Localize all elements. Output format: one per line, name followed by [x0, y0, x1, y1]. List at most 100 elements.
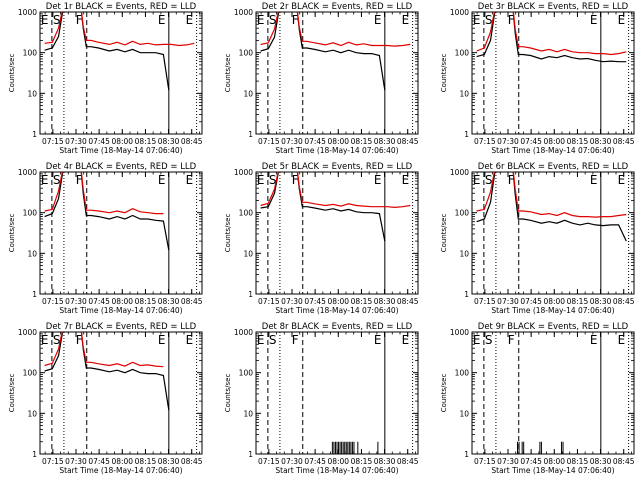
event-marker-label-e: E	[257, 13, 265, 27]
y-tick-label: 1000	[450, 168, 469, 177]
x-tick-label: 07:30	[281, 137, 303, 146]
y-tick-label: 1000	[18, 328, 37, 337]
panel-det-6r: Det 6r BLACK = Events, RED = LLD 1 10 100 10…	[440, 162, 635, 315]
panel-title: Det 7r BLACK = Events, RED = LLD	[46, 322, 197, 332]
x-tick-label: 07:30	[65, 137, 87, 146]
events-rate-line	[260, 12, 386, 91]
x-tick-label: 08:00	[543, 457, 565, 466]
event-marker-label-e: E	[374, 13, 382, 27]
x-tick-label: 08:15	[135, 457, 157, 466]
event-marker-label-f: F	[76, 333, 83, 347]
events-rate-line	[44, 172, 170, 251]
y-axis-label: Counts/sec	[224, 54, 232, 93]
event-marker-label-e: E	[473, 173, 481, 187]
x-tick-label: 08:30	[374, 137, 396, 146]
y-tick-label: 1	[464, 290, 469, 299]
x-tick-label: 08:15	[351, 297, 373, 306]
event-marker-label-s: S	[269, 333, 277, 347]
plot-frame	[39, 11, 203, 135]
event-marker-label-s: S	[269, 173, 277, 187]
lld-rate-line	[260, 12, 411, 47]
x-tick-label: 08:45	[397, 457, 419, 466]
y-tick-label: 1000	[450, 328, 469, 337]
event-marker-label-f: F	[76, 13, 83, 27]
plot-area	[476, 12, 627, 63]
event-marker-label-s: S	[53, 13, 61, 27]
event-marker-label-e: E	[186, 13, 194, 27]
event-marker-label-e: E	[402, 13, 410, 27]
x-tick-label: 07:15	[258, 457, 280, 466]
plot-frame	[39, 171, 203, 295]
event-marker-label-e: E	[186, 173, 194, 187]
x-axis-label: Start Time (18-May-14 07:06:40)	[59, 146, 182, 155]
y-axis-label: Counts/sec	[224, 214, 232, 253]
y-tick-label: 1000	[234, 328, 253, 337]
plot-area	[44, 332, 170, 411]
event-marker-label-f: F	[292, 333, 299, 347]
y-tick-label: 100	[455, 49, 470, 58]
x-tick-label: 07:15	[258, 297, 280, 306]
x-tick-label: 07:15	[474, 297, 496, 306]
x-axis-label: Start Time (18-May-14 07:06:40)	[59, 466, 182, 475]
y-tick-label: 10	[459, 249, 469, 258]
event-marker-label-s: S	[53, 333, 61, 347]
event-marker-label-e: E	[257, 333, 265, 347]
events-rate-line	[476, 172, 627, 242]
event-marker-label-f: F	[292, 13, 299, 27]
lld-rate-line	[476, 172, 627, 218]
x-tick-label: 08:45	[181, 297, 203, 306]
event-marker-label-s: S	[269, 13, 277, 27]
event-marker-label-e: E	[158, 13, 166, 27]
x-tick-label: 07:15	[42, 457, 64, 466]
event-marker-label-s: S	[485, 13, 493, 27]
y-tick-label: 100	[455, 209, 470, 218]
y-tick-label: 10	[27, 409, 37, 418]
plot-area	[517, 441, 564, 454]
y-tick-label: 1	[464, 450, 469, 459]
x-tick-label: 07:45	[304, 457, 326, 466]
panel-title: Det 1r BLACK = Events, RED = LLD	[46, 2, 197, 12]
panel-det-1r: Det 1r BLACK = Events, RED = LLD 1 10 100 10…	[8, 2, 203, 155]
panel-det-3r: Det 3r BLACK = Events, RED = LLD 1 10 100 10…	[440, 2, 635, 155]
x-tick-label: 08:30	[590, 457, 612, 466]
event-marker-label-s: S	[485, 333, 493, 347]
y-axis-label: Counts/sec	[8, 214, 16, 253]
event-marker-label-e: E	[186, 333, 194, 347]
x-tick-label: 08:30	[374, 457, 396, 466]
plot-area	[260, 172, 411, 242]
panel-det-2r: Det 2r BLACK = Events, RED = LLD 1 10 100 10…	[224, 2, 419, 155]
event-marker-label-e: E	[618, 173, 626, 187]
y-tick-label: 1000	[450, 8, 469, 17]
plot-frame	[471, 11, 635, 135]
y-tick-label: 100	[23, 209, 38, 218]
x-tick-label: 08:00	[543, 297, 565, 306]
event-marker-label-e: E	[158, 173, 166, 187]
x-tick-label: 08:15	[567, 137, 589, 146]
y-tick-label: 1	[32, 130, 37, 139]
x-tick-label: 07:30	[497, 297, 519, 306]
x-tick-label: 08:00	[327, 137, 349, 146]
event-marker-label-e: E	[590, 173, 598, 187]
y-axis-label: Counts/sec	[8, 54, 16, 93]
panel-title: Det 3r BLACK = Events, RED = LLD	[478, 2, 629, 12]
plot-area	[260, 12, 411, 91]
panel-det-4r: Det 4r BLACK = Events, RED = LLD 1 10 100 10…	[8, 162, 203, 315]
x-tick-label: 08:45	[613, 297, 635, 306]
event-marker-label-f: F	[292, 173, 299, 187]
x-tick-label: 07:30	[281, 457, 303, 466]
y-tick-label: 10	[243, 409, 253, 418]
x-tick-label: 07:45	[88, 137, 110, 146]
y-tick-label: 1	[248, 130, 253, 139]
y-tick-label: 1	[248, 290, 253, 299]
x-tick-label: 08:15	[135, 137, 157, 146]
x-axis-label: Start Time (18-May-14 07:06:40)	[275, 466, 398, 475]
event-marker-label-e: E	[41, 13, 49, 27]
y-tick-label: 10	[243, 249, 253, 258]
y-tick-label: 1	[464, 130, 469, 139]
x-tick-label: 07:45	[520, 297, 542, 306]
event-marker-label-f: F	[508, 173, 515, 187]
y-tick-label: 1	[32, 290, 37, 299]
panel-title: Det 4r BLACK = Events, RED = LLD	[46, 162, 197, 172]
panel-det-8r: Det 8r BLACK = Events, RED = LLD 1 10 100 10…	[224, 322, 419, 475]
